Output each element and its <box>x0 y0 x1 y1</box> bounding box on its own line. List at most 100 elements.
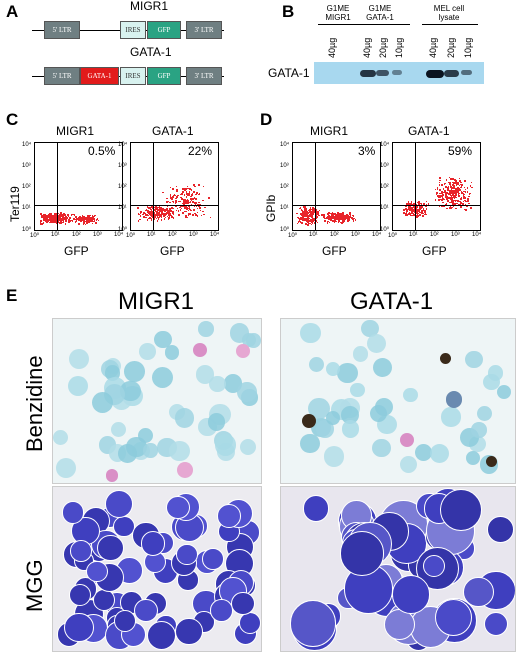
event-dot <box>342 221 345 224</box>
event-dot <box>441 197 444 199</box>
x-tick-label: 10⁰ <box>388 233 398 239</box>
event-dot <box>301 217 303 220</box>
cell <box>324 446 345 467</box>
quadrant-line-vertical <box>57 143 58 230</box>
event-dot <box>152 212 154 214</box>
y-tick-label: 10¹ <box>118 205 127 211</box>
y-tick-label: 10⁰ <box>280 227 290 233</box>
cell <box>192 343 207 358</box>
event-dot <box>167 200 169 203</box>
event-dot <box>351 214 354 217</box>
event-dot <box>336 214 339 217</box>
event-dot <box>407 201 410 203</box>
event-dot <box>408 213 410 215</box>
event-dot <box>444 182 447 185</box>
event-dot <box>174 197 177 200</box>
event-dot <box>352 220 355 222</box>
event-dot <box>413 213 416 216</box>
event-dot <box>157 218 160 221</box>
gate-percent: 0.5% <box>88 144 116 158</box>
x-tick-label: 10⁴ <box>210 232 220 238</box>
event-dot <box>301 214 303 216</box>
event-dot <box>448 193 450 195</box>
cell <box>96 534 124 562</box>
event-dot <box>450 190 452 192</box>
cell <box>439 353 451 365</box>
event-dot <box>467 198 469 200</box>
event-dot <box>88 218 90 220</box>
event-dot <box>327 220 329 223</box>
event-dot <box>173 193 176 196</box>
event-dot <box>182 212 184 214</box>
x-axis-label: GFP <box>160 244 185 258</box>
lane-label: 40µg <box>327 37 337 58</box>
event-dot <box>445 197 448 199</box>
event-dot <box>187 201 189 203</box>
event-dot <box>51 216 54 219</box>
event-dot <box>64 214 67 216</box>
event-dot <box>73 214 76 216</box>
event-dot <box>147 217 150 220</box>
event-dot <box>151 213 154 215</box>
event-dot <box>176 196 178 198</box>
event-dot <box>203 213 205 216</box>
event-dot <box>57 220 59 222</box>
event-dot <box>171 198 173 200</box>
cell <box>69 584 92 607</box>
event-dot <box>149 211 151 213</box>
cell <box>154 330 172 348</box>
event-dot <box>153 211 156 214</box>
event-dot <box>347 218 349 220</box>
event-dot <box>60 215 62 218</box>
event-dot <box>189 200 192 203</box>
event-dot <box>419 206 421 208</box>
event-dot <box>458 192 460 195</box>
event-dot <box>79 216 81 218</box>
event-dot <box>409 207 411 210</box>
ltr5-box: 5' LTR <box>44 67 80 85</box>
event-dot <box>62 221 65 223</box>
event-dot <box>406 214 408 216</box>
event-dot <box>174 194 176 197</box>
event-dot <box>89 219 91 222</box>
event-dot <box>166 197 168 200</box>
event-dot <box>172 217 175 219</box>
cell <box>316 420 334 438</box>
event-dot <box>438 184 441 186</box>
event-dot <box>339 216 342 218</box>
event-dot <box>167 218 170 221</box>
event-dot <box>414 207 416 210</box>
cell <box>133 598 158 623</box>
event-dot <box>91 219 93 222</box>
event-dot <box>157 211 160 214</box>
blot-group-label: G1ME GATA-1 <box>366 4 394 22</box>
event-dot <box>49 217 51 219</box>
event-dot <box>327 218 330 220</box>
cell <box>445 391 463 408</box>
plot-title: MIGR1 <box>56 124 95 138</box>
event-dot <box>316 221 319 224</box>
event-dot <box>417 210 419 213</box>
event-dot <box>188 191 191 193</box>
event-dot <box>196 192 198 194</box>
event-dot <box>343 214 345 217</box>
event-dot <box>455 182 457 184</box>
event-dot <box>313 211 315 213</box>
event-dot <box>466 187 469 189</box>
event-dot <box>74 218 77 221</box>
event-dot <box>66 217 69 219</box>
event-dot <box>329 212 331 215</box>
event-dot <box>415 212 418 215</box>
event-dot <box>172 200 174 203</box>
event-dot <box>309 209 312 211</box>
event-dot <box>154 206 156 209</box>
event-dot <box>208 197 210 199</box>
event-dot <box>146 219 149 221</box>
event-dot <box>49 221 51 224</box>
event-dot <box>172 213 175 216</box>
event-dot <box>463 195 465 198</box>
event-dot <box>441 192 443 195</box>
event-dot <box>311 213 314 215</box>
event-dot <box>85 222 88 224</box>
event-dot <box>415 210 417 213</box>
